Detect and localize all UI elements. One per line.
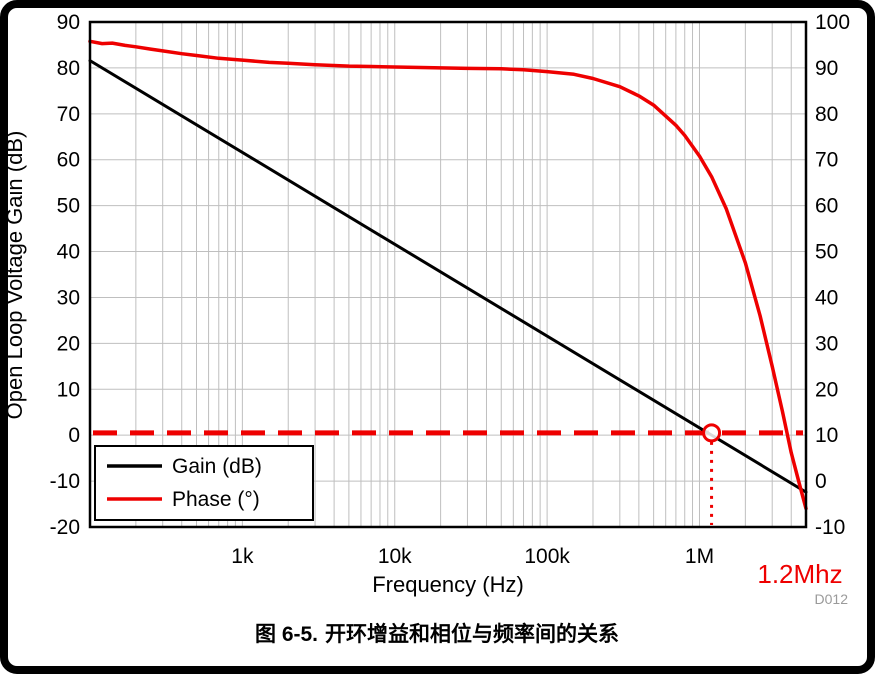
y-left-tick-label: 10 <box>57 378 80 401</box>
caption-number: 图 6-5. <box>255 623 318 646</box>
watermark: D012 <box>815 591 849 607</box>
y-left-tick-label: -10 <box>50 470 80 493</box>
series-layer <box>88 39 808 511</box>
y-right-tick-label: 40 <box>815 286 838 309</box>
y-left-tick-label: 30 <box>57 286 80 309</box>
x-tick-label: 10k <box>378 545 412 568</box>
crossover-frequency-label: 1.2Mhz <box>757 559 842 589</box>
y-left-tick-label: 60 <box>57 149 80 172</box>
x-tick-label: 1M <box>685 545 714 568</box>
phase-line <box>88 39 808 511</box>
plot-border <box>88 20 808 529</box>
gain-line <box>88 59 808 494</box>
y-right-tick-label: 80 <box>815 103 838 126</box>
y-right-tick-label: 50 <box>815 241 838 264</box>
y-right-tick-label: -10 <box>815 516 845 539</box>
y-right-tick-label: 90 <box>815 57 838 80</box>
annotation-over-layer <box>702 423 722 525</box>
x-tick-label: 1k <box>231 545 254 568</box>
figure-caption: 图 6-5. 开环增益和相位与频率间的关系 <box>255 622 619 646</box>
crossover-circle <box>702 423 722 443</box>
legend-box <box>94 445 314 521</box>
y-left-tick-label: 0 <box>68 424 80 447</box>
y-right-tick-label: 30 <box>815 332 838 355</box>
y-right-tick-label: 10 <box>815 424 838 447</box>
y-right-tick-label: 100 <box>815 11 850 34</box>
caption-text: 开环增益和相位与频率间的关系 <box>325 622 619 646</box>
y-left-tick-label: -20 <box>50 516 80 539</box>
y-right-tick-label: 70 <box>815 149 838 172</box>
tick-label-layer: 9080706050403020100-10-20100908070605040… <box>50 11 850 568</box>
y-left-tick-label: 40 <box>57 241 80 264</box>
y-right-tick-label: 20 <box>815 378 838 401</box>
x-axis-title: Frequency (Hz) <box>372 572 524 597</box>
y-left-tick-label: 70 <box>57 103 80 126</box>
y-left-tick-label: 50 <box>57 195 80 218</box>
y-right-tick-label: 60 <box>815 195 838 218</box>
y-left-tick-label: 80 <box>57 57 80 80</box>
y-right-tick-label: 0 <box>815 470 827 493</box>
legend-gain-label: Gain (dB) <box>172 455 262 478</box>
y-left-tick-label: 20 <box>57 332 80 355</box>
legend-phase-label: Phase (°) <box>172 488 260 511</box>
y-left-tick-label: 90 <box>57 11 80 34</box>
x-tick-label: 100k <box>524 545 570 568</box>
legend: Gain (dB) Phase (°) <box>94 445 314 521</box>
